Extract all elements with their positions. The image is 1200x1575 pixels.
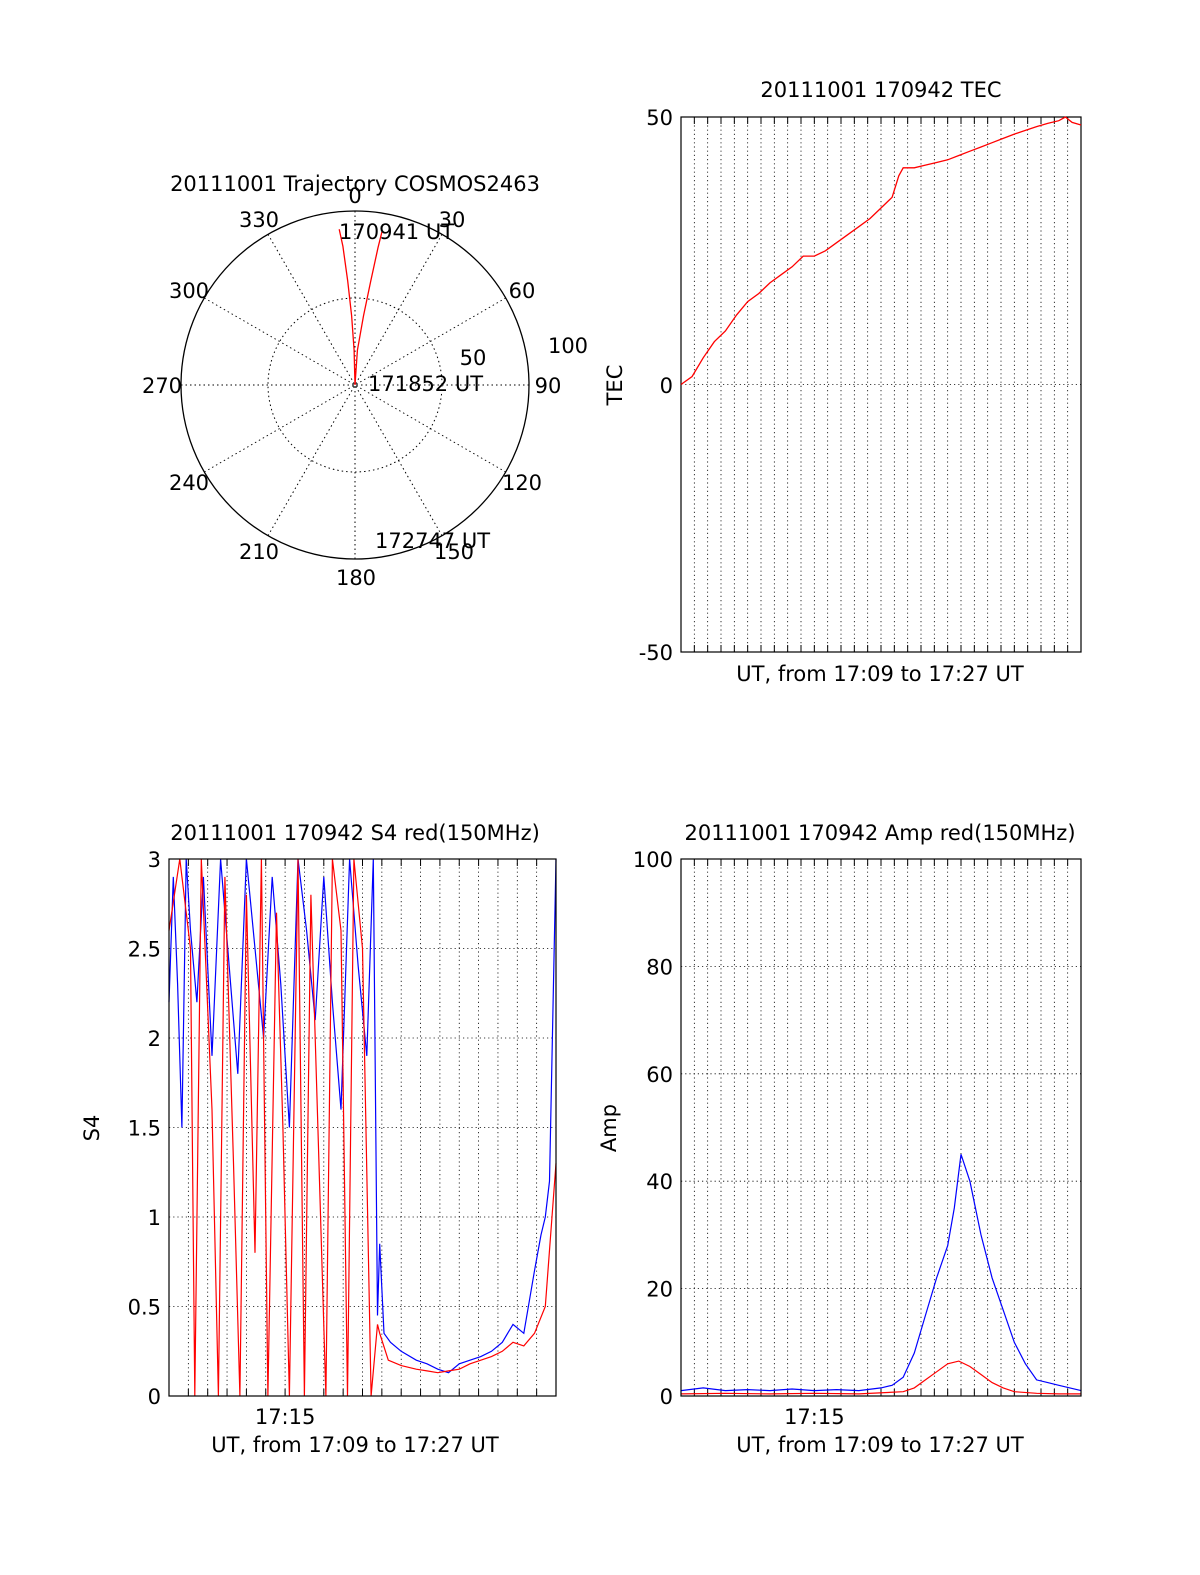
tec-ytick-50: 50 <box>646 106 673 130</box>
amp-grid <box>681 859 1081 1396</box>
s4-panel: 20111001 170942 S4 red(150MHz) 0 0.5 1 1.5 2… <box>80 821 557 1457</box>
radial-label-50: 50 <box>460 346 487 370</box>
s4-title: 20111001 170942 S4 red(150MHz) <box>170 821 540 845</box>
tec-title: 20111001 170942 TEC <box>760 78 1001 102</box>
s4-series-red <box>168 858 557 1397</box>
amp-ytick-0: 0 <box>660 1385 673 1409</box>
s4-ytick-4: 2 <box>148 1027 161 1051</box>
tec-grid <box>681 117 1081 652</box>
s4-ytick-3: 1.5 <box>128 1117 161 1141</box>
trajectory-end-label: 172747 UT <box>375 529 490 553</box>
trajectory-line <box>338 229 383 386</box>
s4-ytick-2: 1 <box>148 1206 161 1230</box>
azimuth-label-90: 90 <box>535 374 562 398</box>
trajectory-mid-label: 171852 UT <box>368 372 483 396</box>
azimuth-label-330: 330 <box>239 208 279 232</box>
s4-yticks: 0 0.5 1 1.5 2 2.5 3 <box>128 848 161 1409</box>
radial-label-100: 100 <box>548 334 588 358</box>
amp-xlabel: UT, from 17:09 to 17:27 UT <box>736 1433 1024 1457</box>
azimuth-label-0: 0 <box>348 184 361 208</box>
s4-xtick-1715: 17:15 <box>255 1405 316 1429</box>
s4-xlabel: UT, from 17:09 to 17:27 UT <box>211 1433 499 1457</box>
tec-ytick-neg50: -50 <box>639 641 673 665</box>
trajectory-title: 20111001 Trajectory COSMOS2463 <box>170 172 540 196</box>
amp-ytick-5: 100 <box>633 848 673 872</box>
s4-ytick-6: 3 <box>148 848 161 872</box>
tec-ytick-0: 0 <box>660 374 673 398</box>
tec-panel: 20111001 170942 TEC 50 0 -50 TEC UT, fro… <box>603 78 1082 686</box>
s4-ytick-1: 0.5 <box>128 1296 161 1320</box>
azimuth-label-30: 30 <box>439 208 466 232</box>
azimuth-label-300: 300 <box>169 279 209 303</box>
s4-ytick-0: 0 <box>148 1385 161 1409</box>
amp-plot-frame <box>680 858 1082 1397</box>
amp-title: 20111001 170942 Amp red(150MHz) <box>684 821 1075 845</box>
polar-grid <box>180 210 530 560</box>
azimuth-label-60: 60 <box>509 279 536 303</box>
azimuth-label-150: 150 <box>434 540 474 564</box>
tec-ylabel: TEC <box>603 365 627 407</box>
s4-ylabel: S4 <box>80 1115 104 1142</box>
amp-ylabel: Amp <box>597 1104 621 1152</box>
amp-ytick-4: 80 <box>646 955 673 979</box>
amp-xtick-1715: 17:15 <box>784 1405 845 1429</box>
trajectory-start-label: 170941 UT <box>339 220 454 244</box>
azimuth-label-180: 180 <box>336 566 376 590</box>
tec-xlabel: UT, from 17:09 to 17:27 UT <box>736 662 1024 686</box>
amp-yticks: 0 20 40 60 80 100 <box>633 848 673 1409</box>
trajectory-panel: 20111001 Trajectory COSMOS2463 0 30 60 9… <box>142 172 588 590</box>
s4-plot-frame <box>168 858 557 1397</box>
amp-panel: 20111001 170942 Amp red(150MHz) 0 20 40 60 8… <box>597 821 1082 1457</box>
amp-series-red <box>680 1360 1081 1395</box>
amp-ytick-1: 20 <box>646 1278 673 1302</box>
tec-series-red <box>680 116 1082 386</box>
amp-series-blue <box>680 1154 1082 1392</box>
amp-ytick-3: 60 <box>646 1063 673 1087</box>
azimuth-label-240: 240 <box>169 471 209 495</box>
polar-azimuth-labels: 0 30 60 90 120 150 180 210 240 270 300 3… <box>142 184 561 590</box>
azimuth-label-120: 120 <box>502 471 542 495</box>
azimuth-label-210: 210 <box>239 540 279 564</box>
azimuth-label-270: 270 <box>142 374 182 398</box>
amp-ytick-2: 40 <box>646 1170 673 1194</box>
s4-ytick-5: 2.5 <box>128 938 161 962</box>
